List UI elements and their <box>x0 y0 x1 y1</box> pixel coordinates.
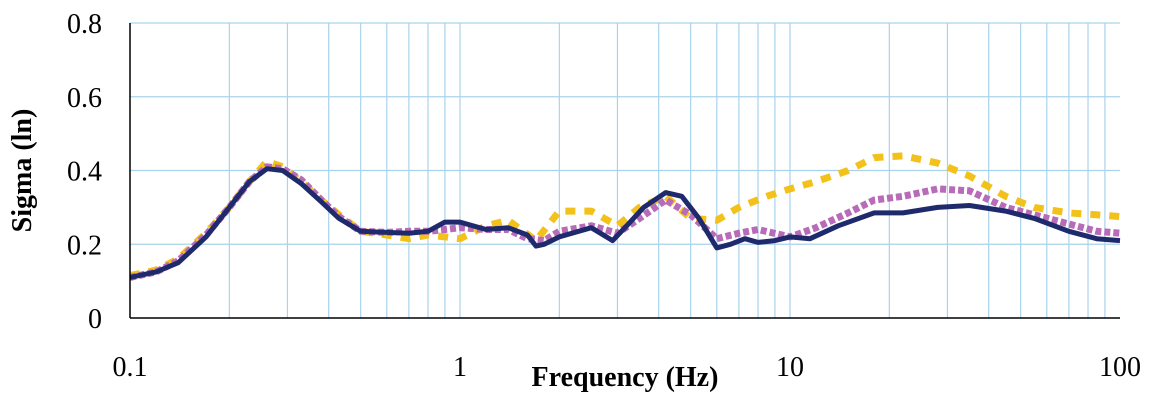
series-group <box>129 152 1121 281</box>
axes <box>129 23 1120 319</box>
y-tick-label: 0.2 <box>67 230 102 261</box>
grid <box>130 22 1120 318</box>
x-axis-title: Frequency (Hz) <box>532 362 719 393</box>
x-tick-label: 0.1 <box>113 352 148 383</box>
y-tick-label: 0.6 <box>67 83 102 114</box>
y-tick-label: 0.8 <box>67 9 102 40</box>
x-tick-label: 100 <box>1099 352 1141 383</box>
x-tick-label: 1 <box>453 352 467 383</box>
y-axis-title: Sigma (ln) <box>7 109 38 233</box>
y-tick-label: 0.4 <box>67 157 102 188</box>
series-line-3 <box>129 166 1121 280</box>
x-tick-label: 10 <box>776 352 804 383</box>
tick-labels: 0 0.2 0.4 0.6 0.8 0.1 1 10 100 <box>67 9 1141 383</box>
series-line-1 <box>129 152 1121 280</box>
y-tick-label: 0 <box>88 304 102 335</box>
